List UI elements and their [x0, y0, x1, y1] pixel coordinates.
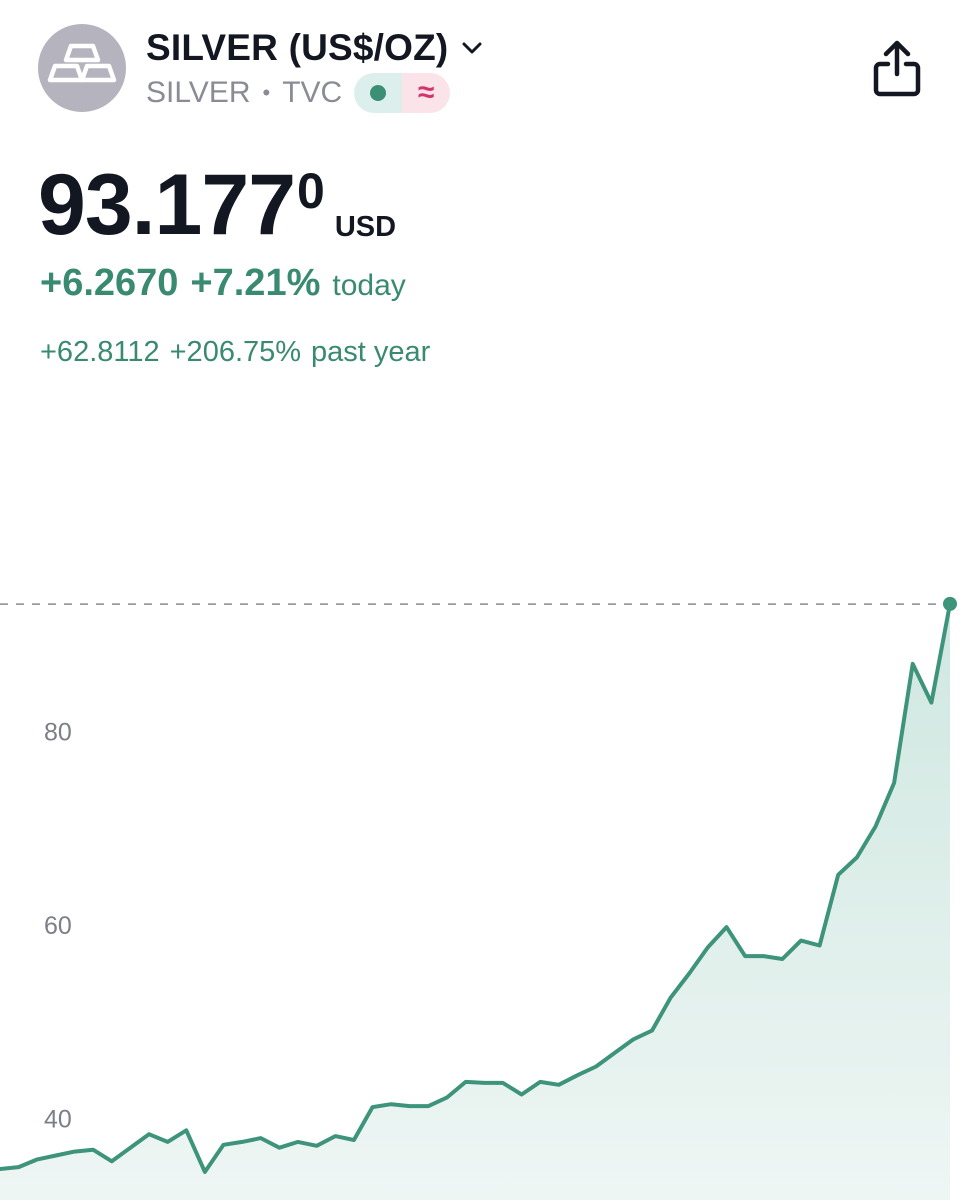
symbol-title-row[interactable]: SILVER (US$/OZ) — [146, 24, 484, 72]
price-display: 93.177 0 USD — [38, 160, 396, 250]
change-today: +6.2670 +7.21% today — [40, 262, 406, 314]
y-axis-tick-label: 40 — [44, 1106, 72, 1134]
change-today-abs: +6.2670 — [40, 262, 179, 304]
y-axis-tick-label: 80 — [44, 719, 72, 747]
change-past-year: +62.8112 +206.75% past year — [40, 336, 430, 376]
symbol-name: SILVER — [146, 76, 251, 109]
last-price-point[interactable] — [943, 596, 957, 611]
last-price-fraction: 0 — [297, 163, 325, 219]
change-year-label: past year — [311, 336, 431, 368]
market-status-pill[interactable]: ≈ — [354, 73, 451, 113]
separator-dot: • — [262, 80, 271, 105]
price-chart-svg[interactable]: 80 60 40 — [0, 480, 969, 1200]
change-today-label: today — [332, 269, 406, 302]
chevron-down-icon[interactable] — [460, 36, 484, 60]
change-today-pct: +7.21% — [190, 262, 321, 304]
symbol-header: SILVER (US$/OZ) SILVER • TVC ≈ — [0, 0, 969, 140]
exchange-name: TVC — [282, 76, 343, 109]
symbol-subtitle: SILVER • TVC ≈ — [146, 72, 451, 114]
price-line — [0, 601, 952, 1174]
last-price: 93.177 — [38, 157, 296, 253]
share-button[interactable] — [868, 38, 926, 100]
currency-label: USD — [334, 211, 397, 243]
market-open-dot-icon — [354, 73, 403, 113]
symbol-title[interactable]: SILVER (US$/OZ) — [146, 27, 449, 68]
share-icon — [873, 40, 921, 97]
change-year-pct: +206.75% — [169, 336, 302, 368]
delayed-data-icon: ≈ — [402, 73, 451, 113]
silver-bars-icon[interactable] — [38, 24, 126, 112]
y-axis-tick-label: 60 — [44, 912, 72, 940]
green-dot — [370, 85, 387, 101]
change-year-abs: +62.8112 — [40, 336, 160, 368]
price-area-fill — [0, 603, 950, 1200]
price-chart[interactable]: 80 60 40 — [0, 480, 969, 1200]
